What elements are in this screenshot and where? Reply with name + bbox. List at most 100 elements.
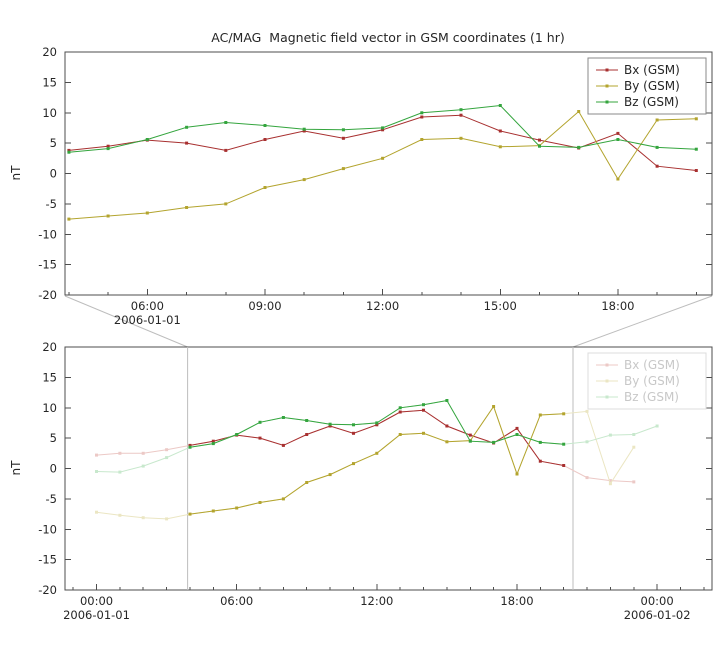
by-gsm-point xyxy=(224,202,228,206)
by-gsm-point xyxy=(281,497,285,501)
by-gsm-point xyxy=(562,412,566,416)
x-tick-label: 06:00 xyxy=(220,594,253,608)
x-tick-label: 09:00 xyxy=(248,299,281,313)
by-gsm-point xyxy=(302,178,306,182)
legend: Bx (GSM) By (GSM) Bz (GSM) xyxy=(587,57,707,115)
by-gsm-point xyxy=(263,186,267,189)
bz-gsm-point xyxy=(305,419,309,422)
bz-gsm-point xyxy=(145,138,149,141)
legend-context: Bx (GSM) By (GSM) Bz (GSM) xyxy=(587,352,707,410)
bx-gsm-point xyxy=(281,443,285,447)
by-gsm-point xyxy=(341,167,345,171)
bz-gsm-point xyxy=(188,445,192,449)
zoom-connector-right xyxy=(572,295,713,348)
legend-label: By (GSM) xyxy=(624,374,680,388)
bx-gsm-point xyxy=(185,141,189,145)
by-gsm-point xyxy=(498,145,502,149)
bz-gsm-point xyxy=(577,145,581,149)
y-tick-label: 0 xyxy=(50,462,57,476)
plot-area-context[interactable] xyxy=(65,347,712,590)
bz-gsm-point xyxy=(281,416,285,419)
by-gsm-point xyxy=(538,413,542,417)
by-gsm-point xyxy=(655,118,659,122)
bx-gsm-point xyxy=(420,115,424,119)
bz-gsm-point xyxy=(398,406,402,410)
y-tick-label: 5 xyxy=(50,136,57,150)
x-tick-label: 00:00 xyxy=(641,594,674,608)
y-tick-label: -5 xyxy=(46,492,57,506)
legend-marker xyxy=(605,84,609,88)
by-gsm-point xyxy=(422,431,425,435)
x-tick-label: 12:00 xyxy=(360,594,393,608)
bx-gsm-point xyxy=(694,169,698,172)
bx-gsm-point xyxy=(165,448,169,452)
bx-gsm-point xyxy=(538,459,542,463)
bx-gsm-point xyxy=(498,129,502,133)
bz-gsm-point xyxy=(655,145,659,149)
y-tick-label: 20 xyxy=(42,340,57,354)
bx-gsm-point xyxy=(375,423,379,427)
bx-gsm-point xyxy=(632,480,636,484)
by-gsm-point xyxy=(515,472,519,476)
date-label: 2006-01-02 xyxy=(624,608,691,622)
bx-gsm-point xyxy=(263,138,267,141)
by-gsm-point xyxy=(188,512,192,516)
by-gsm-point xyxy=(95,510,98,514)
bx-gsm-point xyxy=(381,128,385,132)
bx-gsm-point xyxy=(302,129,306,133)
bz-gsm-point xyxy=(165,456,169,460)
by-gsm-point xyxy=(141,516,145,520)
bx-gsm-point xyxy=(608,479,612,483)
y-tick-label: 15 xyxy=(42,75,57,89)
y-tick-label: -10 xyxy=(38,522,57,536)
by-gsm-point xyxy=(577,110,581,113)
bz-gsm-point xyxy=(498,104,502,107)
by-gsm-point xyxy=(381,156,385,160)
by-gsm-point xyxy=(445,440,449,444)
by-gsm-point xyxy=(420,138,424,141)
bz-gsm-point xyxy=(445,399,449,402)
bz-gsm-point xyxy=(420,111,424,115)
by-gsm-point xyxy=(258,501,262,504)
bx-gsm-point xyxy=(141,451,145,455)
y-tick-label: 20 xyxy=(42,45,57,59)
bz-gsm-point xyxy=(352,423,355,427)
bz-gsm-point xyxy=(492,440,496,444)
bz-gsm-point xyxy=(459,108,463,112)
y-tick-label: 15 xyxy=(42,370,57,384)
bx-gsm-point xyxy=(95,453,98,457)
legend-label: Bx (GSM) xyxy=(624,358,680,372)
date-label: 2006-01-01 xyxy=(63,608,130,622)
by-gsm-point xyxy=(106,214,110,218)
zoom-connector-left xyxy=(64,295,188,348)
by-gsm-point xyxy=(118,513,122,517)
by-gsm-point xyxy=(165,517,169,521)
bx-gsm-point xyxy=(562,464,566,467)
y-tick-label: 0 xyxy=(50,167,57,181)
plot-area-main[interactable] xyxy=(65,52,712,295)
bz-gsm-point xyxy=(694,147,698,151)
chart-title: AC/MAG Magnetic field vector in GSM coor… xyxy=(211,30,564,45)
y-tick-label: -5 xyxy=(46,197,57,211)
x-tick-label: 06:00 xyxy=(131,299,164,313)
y-tick-label: 5 xyxy=(50,431,57,445)
bz-gsm-point xyxy=(328,422,332,426)
bz-gsm-point xyxy=(106,147,110,151)
bz-gsm-point xyxy=(235,433,239,436)
by-gsm-point xyxy=(632,445,636,449)
bx-gsm-point xyxy=(341,136,345,140)
y-tick-label: 10 xyxy=(42,401,57,415)
legend-marker xyxy=(605,100,609,104)
legend-label: Bz (GSM) xyxy=(624,95,679,109)
bz-gsm-point xyxy=(655,424,659,428)
bz-gsm-point xyxy=(263,124,267,127)
y-tick-label: -20 xyxy=(38,288,57,302)
bz-gsm-point xyxy=(258,420,262,424)
by-gsm-point xyxy=(67,217,71,221)
bx-gsm-point xyxy=(106,144,110,148)
by-gsm-point xyxy=(585,409,589,413)
by-gsm-point xyxy=(145,211,149,215)
bz-gsm-point xyxy=(608,433,612,437)
bz-gsm-point xyxy=(381,126,385,130)
